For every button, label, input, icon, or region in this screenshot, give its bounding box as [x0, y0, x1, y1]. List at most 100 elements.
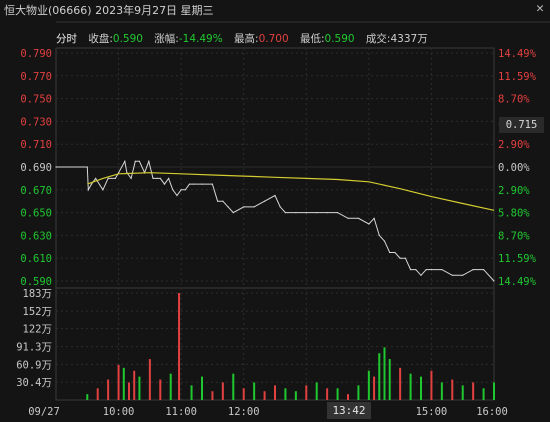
price-tick-label: 0.610: [20, 253, 52, 265]
price-tick-label: 0.770: [20, 71, 52, 83]
volume-bar: [305, 385, 308, 400]
volume-bar: [347, 394, 349, 400]
volume-tick-label: 60.9万: [16, 359, 52, 371]
percent-tick-label: 2.90%: [498, 139, 530, 151]
volume-bar: [294, 391, 297, 400]
percent-tick-label: 2.90%: [498, 185, 530, 197]
price-point: [347, 217, 349, 219]
current-price-badge: 0.715: [499, 117, 544, 133]
volume-tick-label: 91.3万: [16, 342, 52, 354]
price-tick-label: 0.710: [20, 139, 52, 151]
volume-bar: [430, 370, 433, 400]
price-point: [404, 257, 406, 259]
volume-bar: [178, 293, 181, 400]
volume-bar: [451, 379, 454, 400]
price-point: [243, 206, 245, 208]
volume-bar: [315, 382, 318, 400]
price-point: [227, 206, 229, 208]
volume-bar: [133, 370, 136, 400]
price-point: [295, 212, 297, 214]
price-point: [211, 183, 214, 185]
low-label: 最低: [299, 33, 321, 45]
price-point: [279, 206, 281, 208]
price-point: [124, 160, 126, 162]
time-tick-label: 16:00: [476, 406, 508, 418]
plot-frame: [55, 47, 495, 401]
price-point: [316, 212, 318, 214]
close-icon[interactable]: ✕: [536, 1, 544, 16]
volume-bar: [253, 382, 256, 400]
time-tick-label: 10:00: [103, 406, 135, 418]
price-point: [217, 200, 219, 202]
price-point: [102, 189, 104, 191]
volume-bar: [190, 385, 193, 400]
price-point: [263, 200, 266, 202]
volume-bar: [482, 388, 485, 400]
price-point: [368, 223, 370, 225]
price-point: [399, 257, 401, 259]
price-point: [430, 269, 433, 271]
price-point: [114, 177, 117, 179]
price-tick-label: 0.590: [20, 276, 52, 288]
volume-bar: [122, 367, 125, 400]
volume-bar: [284, 388, 287, 400]
price-point: [201, 183, 203, 185]
price-point: [156, 177, 158, 179]
volume-tick-label: 152万: [23, 306, 52, 318]
low-value: 0.590: [324, 33, 355, 45]
volume-bar: [388, 359, 391, 400]
volume-label: 成交: [365, 33, 387, 45]
price-point: [86, 166, 88, 168]
volume-bar: [107, 379, 110, 400]
price-point: [107, 177, 109, 179]
volume-bar: [367, 370, 370, 400]
price-point: [87, 189, 89, 191]
price-tick-label: 0.690: [20, 162, 52, 174]
volume-bar: [242, 388, 245, 400]
volume-bar: [138, 376, 141, 400]
volume-bar: [461, 385, 464, 400]
close-label: 收盘: [88, 33, 110, 45]
price-point: [472, 269, 474, 271]
percent-tick-label: 11.59%: [498, 71, 537, 83]
price-point: [232, 212, 234, 214]
mode-tab-label[interactable]: 分时: [56, 33, 77, 45]
price-point: [415, 269, 417, 271]
volume-bar: [383, 347, 386, 400]
volume-bar: [96, 388, 99, 400]
percent-tick-label: 0.00%: [498, 162, 530, 174]
percent-tick-label: 5.80%: [498, 208, 530, 220]
price-point: [188, 183, 191, 185]
price-point: [482, 269, 485, 271]
volume-bar: [201, 376, 203, 400]
volume-tick-label: 183万: [23, 288, 52, 300]
time-tick-label: 12:00: [228, 406, 260, 418]
price-point: [357, 217, 360, 219]
volume-bar: [409, 373, 412, 400]
price-point: [180, 189, 182, 191]
volume-bar: [232, 373, 235, 400]
price-point: [168, 177, 170, 179]
volume-bar: [263, 391, 266, 400]
volume-bar: [221, 382, 224, 400]
volume-bar: [159, 379, 162, 400]
price-point: [462, 274, 464, 276]
price-point: [425, 269, 427, 271]
price-point: [90, 183, 93, 185]
volume-bar: [211, 391, 214, 400]
quote-info-bar: 分时 收盘:0.590 涨幅:-14.49% 最高:0.700 最低:0.590…: [56, 33, 428, 45]
price-tick-label: 0.650: [20, 208, 52, 220]
price-point: [222, 200, 224, 202]
price-point: [95, 177, 97, 179]
volume-tick-label: 122万: [23, 324, 52, 336]
price-point: [138, 160, 141, 162]
price-point: [172, 189, 174, 191]
percent-tick-label: 11.59%: [498, 253, 537, 265]
price-point: [493, 280, 495, 282]
price-point: [336, 212, 339, 214]
volume-bar: [373, 376, 376, 400]
time-tick-label: 09/27: [28, 406, 60, 418]
volume-bar: [169, 373, 172, 400]
price-point: [159, 177, 161, 179]
